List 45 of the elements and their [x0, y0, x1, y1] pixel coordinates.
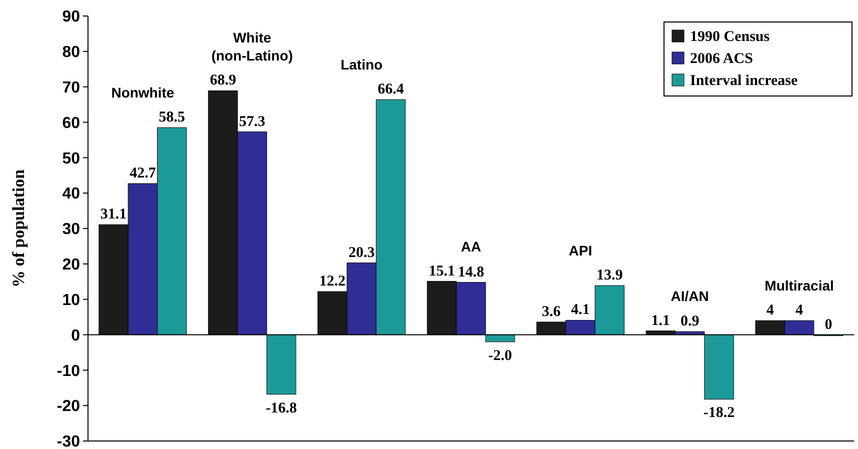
data-label: 12.2 — [319, 274, 346, 290]
y-axis-title: % of population — [9, 168, 28, 288]
y-tick-label: 60 — [62, 114, 80, 132]
y-tick-label: 30 — [62, 221, 80, 238]
data-label: -16.8 — [266, 400, 297, 416]
data-label: 14.8 — [458, 264, 484, 280]
data-label: 4 — [796, 302, 804, 319]
data-label: 31.1 — [100, 206, 127, 223]
data-label: 3.6 — [542, 304, 562, 320]
data-label: 68.9 — [210, 72, 236, 89]
y-tick-label: -30 — [56, 434, 80, 449]
legend-label: Interval increase — [690, 73, 798, 89]
x-tick-label: White (non-Latino) — [211, 30, 293, 64]
y-tick-label: 90 — [62, 8, 80, 26]
x-tick-label: API — [568, 242, 592, 259]
data-label: -2.0 — [488, 348, 512, 364]
y-tick-label: 50 — [62, 150, 80, 168]
data-label: 20.3 — [348, 244, 375, 261]
data-label: 0 — [824, 316, 832, 333]
x-tick-label: AI/AN — [670, 288, 709, 304]
data-label: 4 — [766, 302, 774, 319]
data-label: 66.4 — [378, 82, 404, 98]
y-tick-label: 10 — [62, 292, 80, 309]
y-tick-label: 0 — [71, 327, 80, 344]
y-tick-label: -20 — [56, 398, 80, 416]
x-tick-label: Nonwhite — [111, 84, 174, 101]
data-label: 57.3 — [239, 114, 266, 130]
legend-label: 2006 ACS — [690, 51, 753, 67]
x-tick-label: AA — [460, 238, 482, 254]
data-label: 0.9 — [680, 314, 700, 330]
y-tick-label: 80 — [62, 44, 80, 62]
data-label: 13.9 — [596, 268, 623, 284]
data-label: 15.1 — [428, 263, 455, 280]
x-tick-label: Latino — [340, 56, 383, 73]
legend-label: 1990 Census — [690, 29, 770, 45]
data-label: 58.5 — [158, 110, 186, 126]
data-label: 4.1 — [571, 302, 590, 318]
y-tick-label: 40 — [62, 186, 80, 203]
y-tick-label: 70 — [62, 79, 80, 96]
data-label: 42.7 — [130, 166, 156, 182]
x-tick-label: Multiracial — [764, 278, 834, 294]
data-label: -18.2 — [703, 405, 735, 422]
data-label: 1.1 — [651, 312, 670, 329]
y-tick-label: 20 — [62, 256, 80, 274]
y-tick-label: -10 — [56, 362, 80, 380]
